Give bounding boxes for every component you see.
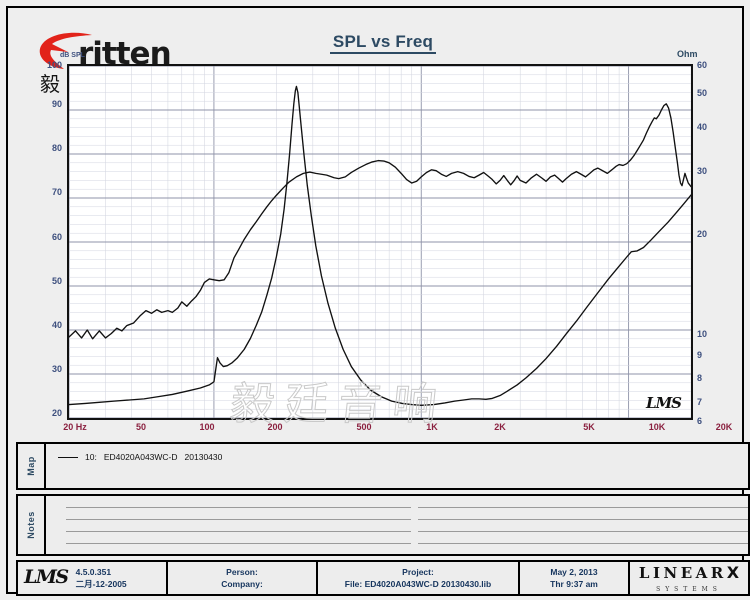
legend-line-swatch	[58, 456, 78, 458]
notes-section: Notes	[16, 494, 750, 556]
plot-curves	[69, 66, 691, 418]
ytick-60: 60	[51, 232, 62, 242]
xtick-100: 100	[199, 422, 215, 432]
legend-item[interactable]: 10: ED4020A043WC-D 20130430	[58, 452, 222, 462]
ytick-50: 50	[51, 276, 62, 286]
note-line[interactable]	[66, 543, 411, 544]
map-side-label-text: Map	[26, 456, 36, 476]
notes-side-label-text: Notes	[26, 511, 37, 539]
y2tick-60: 60	[697, 60, 708, 70]
ytick-100: 100	[46, 60, 62, 70]
chart-title: SPL vs Freq	[16, 32, 750, 54]
notes-lines[interactable]	[58, 496, 748, 554]
footer-bar: LMS 4.5.0.351 二月-12-2005 Person: Company…	[16, 560, 750, 596]
ytick-30: 30	[51, 364, 62, 374]
note-line[interactable]	[418, 519, 748, 520]
chart-title-text: SPL vs Freq	[329, 32, 437, 54]
vendor-subtitle: SYSTEMS	[656, 586, 722, 594]
xtick-1k: 1K	[426, 422, 438, 432]
note-line[interactable]	[418, 531, 748, 532]
vendor-name: LINEAR	[638, 564, 727, 583]
ytick-80: 80	[51, 143, 62, 153]
right-axis-unit-label: Ohm	[677, 49, 698, 59]
map-side-label: Map	[18, 444, 46, 488]
left-axis-unit-label: dB SPL	[60, 52, 85, 59]
plot-area: LMS	[67, 64, 693, 420]
y2tick-20: 20	[697, 229, 708, 239]
note-line[interactable]	[66, 519, 411, 520]
lms-logo: LMS	[24, 566, 69, 589]
footer-date-cell: May 2, 2013 Thr 9:37 am	[520, 562, 630, 594]
xtick-200: 200	[267, 422, 283, 432]
y2tick-10: 10	[697, 329, 708, 339]
footer-project-cell[interactable]: Project: File: ED4020A043WC-D 20130430.l…	[318, 562, 520, 594]
app-build-date: 二月-12-2005	[75, 579, 127, 589]
report-frame: SPL vs Freq ritten msn 毅廷音响 dB SPL Ohm 1…	[6, 6, 750, 596]
legend-date: 20130430	[184, 452, 223, 462]
notes-side-label: Notes	[18, 496, 46, 554]
y2tick-6: 6	[697, 416, 703, 426]
lms-plot-watermark: LMS	[646, 394, 682, 412]
y2tick-7: 7	[697, 397, 703, 407]
ytick-20: 20	[51, 408, 62, 418]
vendor-logo: LINEAR X SYSTEMS	[630, 562, 748, 594]
xtick-2k: 2K	[494, 422, 506, 432]
note-line[interactable]	[66, 507, 411, 508]
file-label: File: ED4020A043WC-D 20130430.lib	[344, 579, 492, 589]
legend-name: ED4020A043WC-D	[103, 452, 178, 462]
xtick-10k: 10K	[648, 422, 666, 432]
ytick-70: 70	[51, 187, 62, 197]
vendor-x-mark: X	[726, 563, 740, 583]
y2tick-30: 30	[697, 166, 708, 176]
y2tick-50: 50	[697, 88, 708, 98]
xtick-500: 500	[356, 422, 372, 432]
note-line[interactable]	[418, 543, 748, 544]
y2tick-9: 9	[697, 350, 703, 360]
xtick-20k: 20K	[715, 422, 733, 432]
footer-person-cell[interactable]: Person: Company:	[168, 562, 318, 594]
ytick-40: 40	[51, 320, 62, 330]
note-line[interactable]	[418, 507, 748, 508]
footer-app-cell: LMS 4.5.0.351 二月-12-2005	[18, 562, 168, 594]
y2tick-8: 8	[697, 373, 703, 383]
xtick-50: 50	[135, 422, 146, 432]
xtick-5k: 5K	[583, 422, 595, 432]
chart-panel: SPL vs Freq ritten msn 毅廷音响 dB SPL Ohm 1…	[16, 16, 750, 436]
xtick-20hz: 20 Hz	[63, 422, 87, 432]
legend-index: 10:	[85, 452, 97, 462]
report-date: May 2, 2013	[550, 566, 598, 577]
report-time: Thr 9:37 am	[550, 579, 598, 589]
project-label: Project:	[402, 566, 434, 577]
y2tick-40: 40	[697, 122, 708, 132]
company-label: Company:	[221, 579, 263, 589]
app-version: 4.5.0.351	[75, 566, 112, 577]
note-line[interactable]	[66, 531, 411, 532]
ytick-90: 90	[51, 99, 62, 109]
map-section: Map 10: ED4020A043WC-D 20130430	[16, 442, 750, 490]
person-label: Person:	[226, 566, 258, 577]
